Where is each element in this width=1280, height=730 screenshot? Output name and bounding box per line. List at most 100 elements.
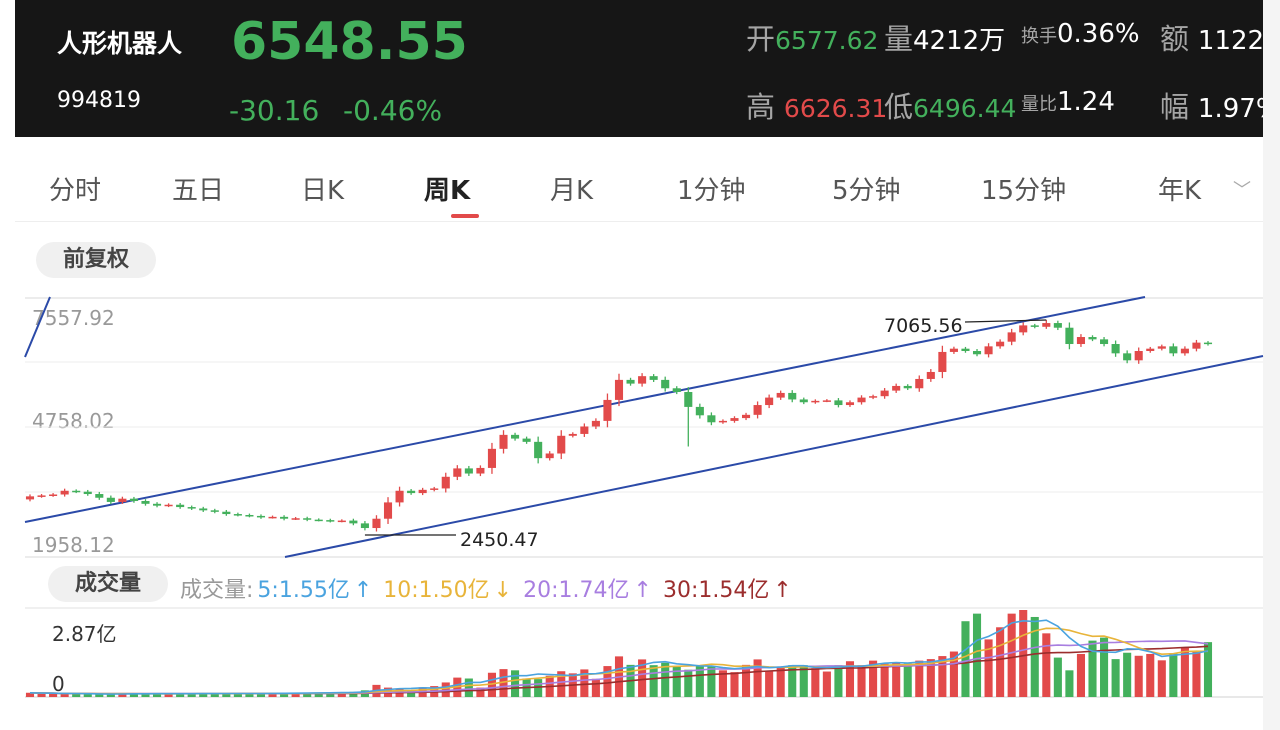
candle-body	[949, 348, 958, 352]
tab-daily-k[interactable]: 日K	[301, 176, 345, 206]
amplitude-stat: 幅 1.97%	[1160, 90, 1263, 124]
low-annotation-label: 2450.47	[460, 529, 539, 551]
tab-5-minute[interactable]: 5分钟	[832, 176, 901, 206]
candle-body	[1192, 342, 1201, 349]
candle-body	[741, 414, 751, 419]
volume-bar	[672, 666, 681, 697]
volume-bar	[1157, 660, 1166, 697]
volume-bar	[591, 678, 600, 697]
volume-bar	[661, 662, 670, 697]
candle-body	[684, 392, 693, 407]
tab-intraday[interactable]: 分时	[49, 176, 102, 206]
volume-bar	[1065, 670, 1074, 697]
candle-body	[60, 490, 69, 495]
adjust-mode-button[interactable]: 前复权	[36, 242, 156, 278]
volume-bar	[695, 665, 704, 697]
candle-body	[83, 491, 92, 495]
candle-body	[776, 392, 785, 398]
candle-body	[765, 397, 774, 406]
volume-bar	[1134, 655, 1143, 697]
volume-bar	[511, 670, 520, 697]
volume-bar	[649, 665, 658, 697]
candle-body	[118, 498, 127, 502]
volume-bar	[949, 651, 958, 697]
volume-bar	[141, 693, 150, 697]
volume-bar	[972, 613, 982, 697]
candle-body	[464, 468, 473, 474]
high-annotation-label: 7065.56	[884, 315, 963, 337]
scrollbar[interactable]	[1263, 0, 1280, 730]
chevron-down-icon[interactable]: ﹀	[1233, 180, 1251, 201]
candle-body	[534, 441, 543, 459]
tab-weekly-k[interactable]: 周K	[424, 176, 471, 206]
volume-bar	[118, 693, 127, 697]
candle-body	[25, 496, 35, 500]
candle-body	[37, 495, 46, 497]
candle-body	[476, 467, 485, 474]
volume-indicator-button[interactable]: 成交量	[48, 566, 168, 602]
candle-body	[245, 514, 254, 517]
volume-bar	[753, 659, 762, 697]
candle-body	[280, 516, 289, 519]
candle-body	[557, 435, 566, 454]
candle-body	[360, 523, 369, 529]
turnover-rate-stat: 换手0.36%	[1021, 19, 1140, 49]
left-trend-line	[24, 296, 51, 358]
volume-bar	[487, 672, 497, 697]
candle-body	[291, 518, 300, 520]
tab-monthly-k[interactable]: 月K	[550, 176, 594, 206]
volume-bar	[857, 665, 866, 697]
price-axis-mid: 4758.02	[32, 409, 115, 433]
volume-bar	[684, 669, 693, 697]
candle-body	[603, 399, 612, 421]
volume-bar	[210, 693, 219, 697]
candle-body	[106, 497, 115, 502]
volume-bar	[1007, 613, 1016, 697]
candle-body	[1123, 353, 1132, 361]
volume-bar	[915, 660, 924, 697]
volume-bar	[49, 693, 58, 697]
volume-bar	[869, 660, 878, 697]
candle-body	[614, 379, 624, 400]
candle-body	[811, 400, 820, 403]
upper-channel-line	[24, 296, 1146, 523]
volume-bar	[199, 693, 208, 697]
candle-body	[1088, 337, 1097, 340]
volume-bar	[233, 693, 242, 697]
active-tab-indicator	[451, 214, 479, 218]
tab-yearly-k[interactable]: 年K	[1158, 176, 1202, 206]
stock-name: 人形机器人	[57, 29, 183, 58]
volume-bar	[1192, 650, 1201, 697]
tab-five-day[interactable]: 五日	[172, 176, 225, 206]
candle-body	[961, 348, 970, 352]
price-axis-top: 7557.92	[32, 306, 115, 330]
candle-body	[511, 434, 520, 439]
candle-body	[788, 392, 797, 400]
volume-bar	[1100, 637, 1109, 697]
candle-body	[522, 438, 531, 442]
candle-body	[915, 378, 924, 389]
open-stat: 开6577.62	[746, 22, 879, 56]
candle-body	[303, 518, 312, 520]
tab-15-minute[interactable]: 15分钟	[981, 176, 1067, 206]
volume-bar	[799, 665, 808, 697]
tab-1-minute[interactable]: 1分钟	[677, 176, 746, 206]
volume-bar	[730, 672, 739, 697]
candle-body	[314, 519, 323, 522]
volume-bar	[337, 692, 346, 697]
volume-bar	[326, 692, 335, 697]
candle-body	[857, 397, 866, 403]
candle-body	[430, 488, 439, 490]
candle-body	[1065, 327, 1074, 345]
candle-body	[834, 400, 843, 406]
volume-bar	[476, 687, 485, 697]
candle-body	[661, 379, 670, 389]
amount-stat: 额 1122	[1160, 22, 1263, 56]
lower-channel-line	[284, 355, 1264, 558]
volume-bar	[441, 682, 450, 697]
candle-body	[95, 494, 104, 498]
candle-body	[187, 507, 196, 509]
volume-bar	[1053, 657, 1062, 697]
candle-body	[233, 514, 242, 516]
